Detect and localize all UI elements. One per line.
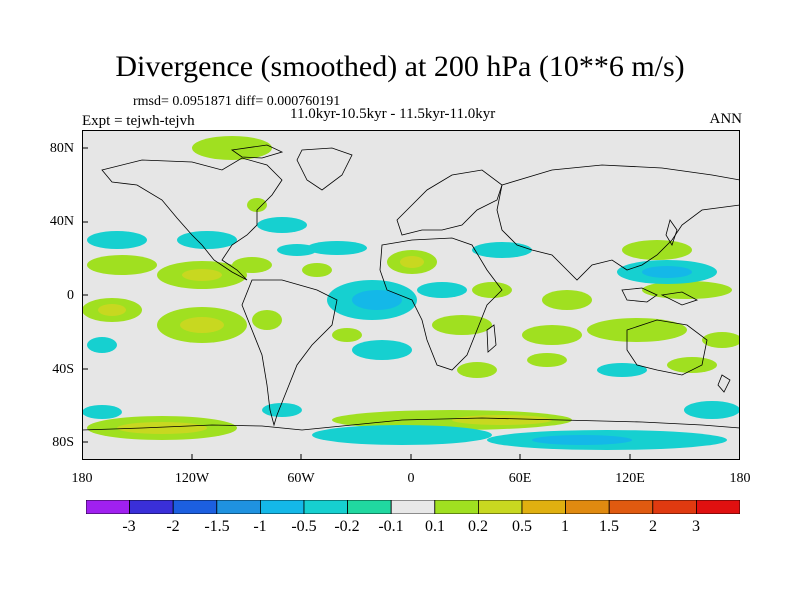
colorbar-cell	[434, 500, 479, 514]
lat-label-eq: 0	[67, 288, 74, 303]
lat-label-80n: 80N	[49, 141, 74, 156]
colorbar-cell	[565, 500, 610, 514]
colorbar-cell	[303, 500, 348, 514]
negative-anomaly-fields	[82, 217, 740, 450]
colorbar-cell	[521, 500, 566, 514]
map-title: Divergence (smoothed) at 200 hPa (10**6 …	[115, 50, 685, 83]
cbar-label-10: 0.5	[512, 518, 532, 535]
cbar-label-13: 2	[649, 518, 657, 535]
lon-label-60e: 60E	[508, 471, 532, 486]
colorbar-cell	[652, 500, 697, 514]
lon-label-180w: 180	[71, 471, 93, 486]
colorbar-cell	[390, 500, 436, 514]
lat-label-40n: 40N	[49, 214, 74, 229]
coastlines	[82, 144, 740, 431]
colorbar	[86, 500, 740, 514]
cbar-label-8: 0.1	[425, 518, 445, 535]
cbar-label-12: 1.5	[599, 518, 619, 535]
season-label: ANN	[709, 111, 743, 127]
cbar-label-3: -1.5	[204, 518, 230, 535]
cbar-label-1: -3	[122, 518, 136, 535]
cbar-label-11: 1	[561, 518, 569, 535]
axis-ticks	[82, 147, 631, 460]
colorbar-cell	[477, 500, 523, 514]
lon-label-0: 0	[407, 471, 415, 486]
lat-label-80s: 80S	[52, 435, 74, 450]
colorbar-cell	[172, 500, 218, 514]
cbar-label-4: -1	[253, 518, 267, 535]
rmsd-diff-stats: rmsd= 0.0951871 diff= 0.000760191	[133, 94, 341, 109]
cbar-label-5: -0.5	[291, 518, 317, 535]
colorbar-cell	[608, 500, 654, 514]
colorbar-cell	[347, 500, 392, 514]
experiment-label: Expt = tejwh-tejvh	[82, 113, 195, 129]
colorbar-cell	[129, 500, 174, 514]
lon-label-120e: 120E	[615, 471, 645, 486]
colorbar-cell	[259, 500, 305, 514]
cbar-label-7: -0.1	[378, 518, 404, 535]
cbar-label-6: -0.2	[334, 518, 360, 535]
period-label: 11.0kyr-10.5kyr - 11.5kyr-11.0kyr	[290, 106, 496, 122]
colorbar-cell	[216, 500, 261, 514]
cbar-label-2: -2	[166, 518, 180, 535]
colorbar-cell	[86, 500, 130, 514]
lat-label-40s: 40S	[52, 362, 74, 377]
lon-label-120w: 120W	[174, 471, 210, 486]
cbar-label-14: 3	[692, 518, 700, 535]
lon-label-180e: 180	[729, 471, 751, 486]
cbar-label-9: 0.2	[468, 518, 488, 535]
lon-label-60w: 60W	[287, 471, 315, 486]
colorbar-cell	[696, 500, 740, 514]
divergence-map	[82, 130, 740, 460]
